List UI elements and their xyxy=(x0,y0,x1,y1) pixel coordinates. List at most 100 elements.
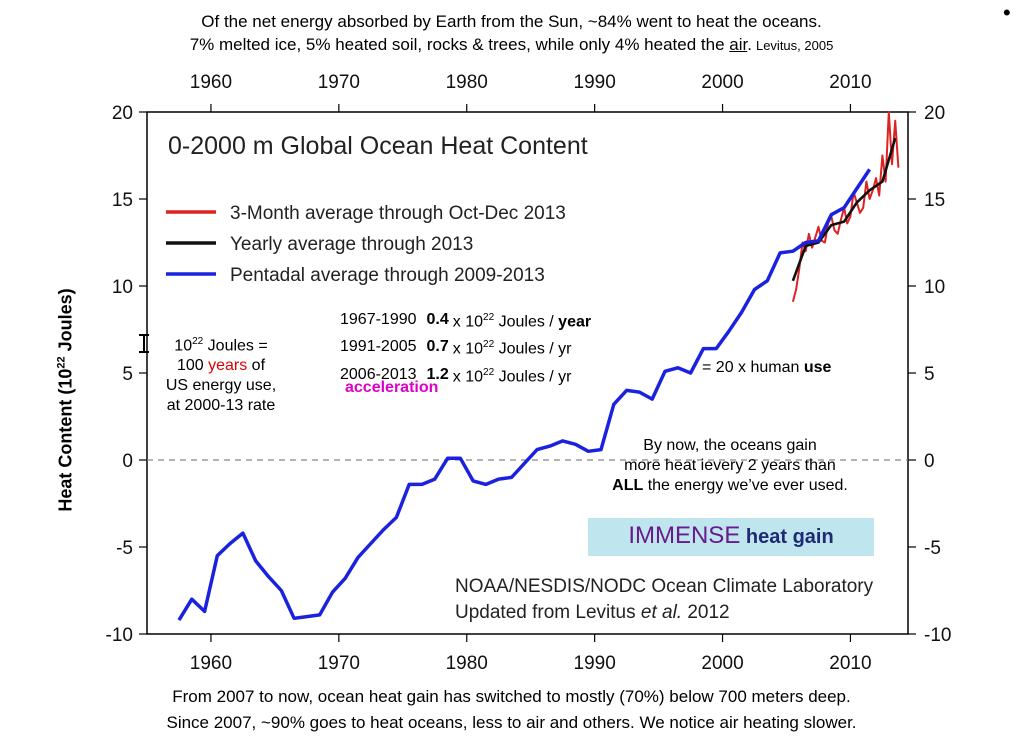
joule-line1: 1022 Joules = xyxy=(148,332,294,356)
chart-title: 0-2000 m Global Ocean Heat Content xyxy=(168,132,588,160)
bottom-caption: From 2007 to now, ocean heat gain has sw… xyxy=(0,684,1023,736)
rate-unit-end: yr xyxy=(558,367,572,385)
x-tick-label-bottom: 2010 xyxy=(829,653,871,674)
oceans-gain-all: ALL xyxy=(612,477,644,494)
y-tick-label-left: 15 xyxy=(112,190,133,211)
top-caption-line2-text: 7% melted ice, 5% heated soil, rocks & t… xyxy=(189,35,730,54)
x-tick-label-top: 1960 xyxy=(190,72,232,93)
rate-unit-rest: Joules / xyxy=(494,313,559,331)
bottom-caption-line2: Since 2007, ~90% goes to heat oceans, le… xyxy=(166,713,857,732)
human-use-bold: use xyxy=(803,359,832,376)
top-caption: Of the net energy absorbed by Earth from… xyxy=(0,10,1023,57)
rate-unit-rest: Joules / xyxy=(494,340,559,358)
joule-exp: 22 xyxy=(192,336,204,347)
air-word: air xyxy=(729,35,748,54)
legend-label: Pentadal average through 2009-2013 xyxy=(230,265,545,286)
rate-unit-exp: 22 xyxy=(483,339,495,351)
x-tick-label-bottom: 1980 xyxy=(446,653,488,674)
y-tick-label-left: -5 xyxy=(116,538,133,559)
series-line xyxy=(177,168,872,622)
x-tick-label-bottom: 2000 xyxy=(701,653,743,674)
acceleration-label: acceleration xyxy=(345,379,439,396)
x-tick-label-top: 2000 xyxy=(701,72,743,93)
oceans-gain-rest: the energy we’ve ever used. xyxy=(643,477,848,494)
y-axis-label: Heat Content (1022 Joules) xyxy=(56,288,77,511)
y-tick-label-right: 15 xyxy=(924,190,945,211)
chart-legend-layer: 0-2000 m Global Ocean Heat Content 3-Mont… xyxy=(166,132,588,286)
joule-l2-pre: 100 xyxy=(176,357,209,375)
rate-row: 1991-2005 0.7 x 1022 Joules / yr xyxy=(340,333,595,360)
y-tick-label-right: 5 xyxy=(924,364,935,385)
oceans-gain-line2: more heat ievery 2 years than xyxy=(624,457,836,474)
rate-value: 1.2 xyxy=(426,365,449,383)
y-tick-label-right: -5 xyxy=(924,538,941,559)
y-axis-label-text: Heat Content (10 xyxy=(55,368,76,512)
top-caption-line2: 7% melted ice, 5% heated soil, rocks & t… xyxy=(0,33,1023,57)
rate-row: 2006-2013 1.2 x 1022 Joules / yr xyxy=(340,361,595,388)
y-tick-label-right: -10 xyxy=(924,625,951,646)
rate-unit-exp: 22 xyxy=(483,312,495,323)
heat-gain-word: heat gain xyxy=(740,526,834,548)
series-line xyxy=(791,137,897,282)
rate-table: 1967-1990 0.4 x 1022 Joules / year 1991-… xyxy=(340,306,595,388)
rate-unit-end: yr xyxy=(558,340,572,358)
bullet-marker: • xyxy=(1003,0,1011,25)
y-axis-label-unit: Joules) xyxy=(55,288,76,357)
rate-unit-rest: Joules / xyxy=(494,367,559,385)
rate-unit-base: x 10 xyxy=(452,367,484,385)
y-tick-label-left: -10 xyxy=(106,625,133,646)
x-tick-label-top: 1970 xyxy=(318,72,360,93)
joule-rest: Joules = xyxy=(203,337,268,355)
rate-period: 2006-2013 xyxy=(340,365,417,383)
immense-heat-gain-box: IMMENSE heat gain xyxy=(588,518,874,556)
x-tick-label-top: 1990 xyxy=(574,72,616,93)
rate-unit-base: x 10 xyxy=(452,340,484,358)
rate-period: 1967-1990 xyxy=(340,311,417,329)
chart-source-layer: NOAA/NESDIS/NODC Ocean Climate Laborator… xyxy=(455,576,874,623)
y-tick-label-left: 5 xyxy=(122,364,133,385)
rate-period: 1991-2005 xyxy=(340,338,417,356)
oceans-gain-line1: By now, the oceans gain xyxy=(643,437,817,454)
x-tick-label-top: 1980 xyxy=(446,72,488,93)
source-line2: Updated from Levitus et al. 2012 xyxy=(455,602,730,623)
x-tick-label-top: 2010 xyxy=(829,72,871,93)
top-caption-line1: Of the net energy absorbed by Earth from… xyxy=(201,12,822,31)
y-tick-label-left: 20 xyxy=(112,103,133,124)
oceans-gain-line3: ALL the energy we’ve ever used. xyxy=(575,476,885,496)
joule-years-word: years xyxy=(208,357,248,375)
joule-base: 10 xyxy=(174,337,193,355)
human-use-text: = 20 x human xyxy=(702,359,804,376)
rate-unit-base: x 10 xyxy=(452,313,484,331)
y-tick-label-left: 0 xyxy=(122,451,133,472)
rate-unit: x 1022 Joules / year xyxy=(453,306,595,333)
oceans-gain-note: By now, the oceans gain more heat ievery… xyxy=(575,436,885,496)
y-tick-label-right: 20 xyxy=(924,103,945,124)
joule-line3: US energy use, xyxy=(165,377,277,395)
y-tick-label-right: 10 xyxy=(924,277,945,298)
rate-unit: x 1022 Joules / yr xyxy=(453,361,595,388)
rate-unit: x 1022 Joules / yr xyxy=(453,333,595,360)
y-tick-label-left: 10 xyxy=(112,277,133,298)
citation: Levitus, 2005 xyxy=(755,38,834,53)
y-axis-label-wrap: Heat Content (1022 Joules) xyxy=(53,275,79,525)
rate-value: 0.4 xyxy=(426,311,449,329)
human-use-note: = 20 x human use xyxy=(702,358,831,378)
top-caption-line2-period: . xyxy=(747,35,752,54)
joule-line4: at 2000-13 rate xyxy=(166,397,276,415)
joule-line2: 100 years of xyxy=(148,356,294,376)
source-line1: NOAA/NESDIS/NODC Ocean Climate Laborator… xyxy=(455,576,874,597)
bottom-caption-line1: From 2007 to now, ocean heat gain has sw… xyxy=(172,687,851,706)
x-tick-label-bottom: 1960 xyxy=(190,653,232,674)
rate-row: 1967-1990 0.4 x 1022 Joules / year xyxy=(340,306,595,333)
scale-bracket-icon xyxy=(139,334,149,353)
y-tick-label-right: 0 xyxy=(924,451,935,472)
chart-tick-layer: -10 -10 -5 -5 0 0 5 5 10 10 15 15 20 20 1960 1960 1970 19… xyxy=(106,72,952,674)
x-tick-label-bottom: 1990 xyxy=(574,653,616,674)
rate-value: 0.7 xyxy=(426,338,449,356)
y-axis-label-exp: 22 xyxy=(55,356,68,369)
x-tick-label-bottom: 1970 xyxy=(318,653,360,674)
joule-equivalence-note: 1022 Joules = 100 years of US energy use… xyxy=(148,332,294,416)
joule-l2-post: of xyxy=(247,357,266,375)
rate-unit-end: year xyxy=(558,313,592,331)
